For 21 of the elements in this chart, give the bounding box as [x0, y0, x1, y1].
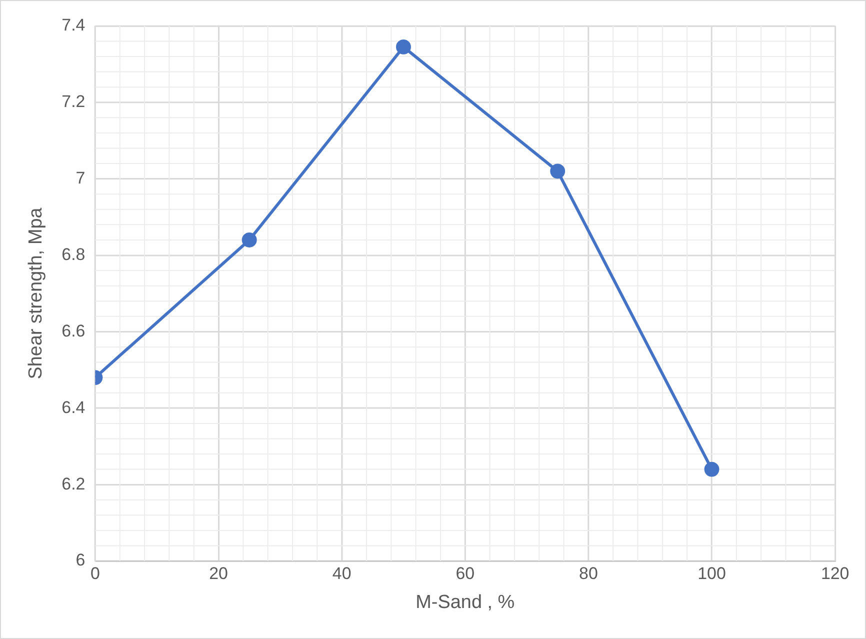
x-axis-title: M-Sand , %: [416, 592, 515, 613]
point: [396, 39, 411, 54]
x-tick-label: 120: [820, 564, 850, 583]
y-tick-label: 7: [76, 168, 86, 188]
y-tick-label: 6.4: [62, 398, 86, 417]
y-tick-label: 6.2: [62, 474, 86, 494]
y-tick-label: 6.8: [62, 244, 86, 264]
x-tick-label: 20: [209, 564, 228, 583]
x-tick-label: 80: [579, 564, 598, 583]
y-tick-label: 6: [76, 550, 86, 570]
x-tick-label: 40: [332, 564, 352, 583]
y-tick-label: 6.6: [62, 321, 86, 340]
point: [550, 164, 566, 179]
x-tick-label: 100: [698, 564, 726, 583]
y-tick-label: 7.2: [62, 92, 86, 112]
x-tick-label: 0: [90, 564, 100, 583]
y-tick-label: 7.4: [62, 16, 86, 35]
y-axis-title: Shear strength, Mpa: [26, 207, 47, 380]
point: [704, 462, 720, 477]
x-tick-label: 60: [456, 564, 475, 583]
point: [242, 232, 257, 248]
